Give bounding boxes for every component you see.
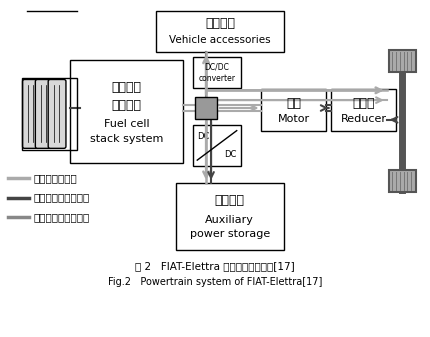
Text: 辅助储能: 辅助储能 — [214, 194, 244, 207]
Text: Motor: Motor — [277, 114, 309, 124]
Text: power storage: power storage — [189, 229, 269, 239]
Bar — [331, 89, 395, 131]
Text: 图 2   FIAT-Elettra 动力传动系统结构[17]: 图 2 FIAT-Elettra 动力传动系统结构[17] — [135, 262, 294, 271]
Text: 燃料电池: 燃料电池 — [111, 81, 141, 94]
Text: Fig.2   Powertrain system of FIAT-Elettra[17]: Fig.2 Powertrain system of FIAT-Elettra[… — [108, 277, 322, 287]
Text: 减速器: 减速器 — [351, 97, 374, 110]
Text: 燃料电池的能量: 燃料电池的能量 — [33, 173, 77, 183]
Text: Auxiliary: Auxiliary — [205, 215, 254, 225]
Text: DC/DC: DC/DC — [204, 62, 229, 71]
Bar — [195, 97, 216, 119]
Bar — [70, 60, 183, 163]
Text: 车辆反馈回收的能量: 车辆反馈回收的能量 — [33, 212, 89, 222]
Text: converter: converter — [198, 74, 235, 83]
Bar — [388, 50, 415, 72]
Text: Vehicle accessories: Vehicle accessories — [169, 35, 270, 45]
FancyBboxPatch shape — [22, 80, 40, 148]
Text: stack system: stack system — [90, 133, 163, 144]
Text: 辅助储能系统的能量: 辅助储能系统的能量 — [33, 192, 89, 203]
Bar — [155, 11, 283, 52]
Bar — [175, 183, 283, 250]
Bar — [261, 89, 325, 131]
Text: 车辆附件: 车辆附件 — [205, 17, 234, 30]
FancyBboxPatch shape — [35, 80, 53, 148]
Bar — [193, 57, 240, 88]
Text: DC: DC — [224, 150, 236, 159]
Bar — [388, 170, 415, 192]
Text: Reducer: Reducer — [340, 114, 386, 124]
Text: Fuel cell: Fuel cell — [104, 119, 149, 129]
Text: 电机: 电机 — [286, 97, 300, 110]
Text: 电堆系统: 电堆系统 — [111, 98, 141, 112]
FancyBboxPatch shape — [48, 80, 66, 148]
Text: DC: DC — [197, 132, 209, 141]
Bar — [22, 78, 77, 150]
Bar — [193, 125, 240, 166]
